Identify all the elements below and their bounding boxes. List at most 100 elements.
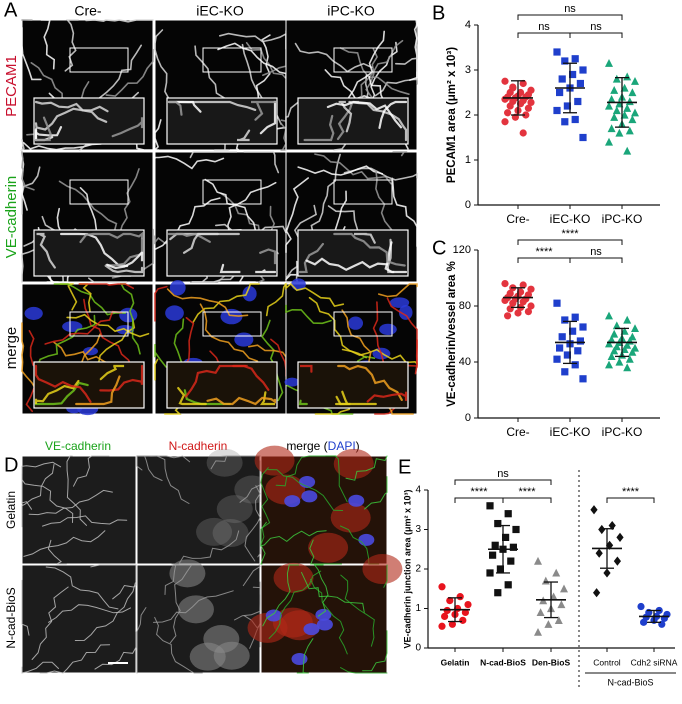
data-point bbox=[559, 75, 566, 82]
data-point bbox=[438, 623, 445, 630]
significance-label: ns bbox=[497, 468, 509, 480]
data-point bbox=[553, 356, 560, 363]
y-tick-label: 120 bbox=[453, 244, 471, 256]
nucleus bbox=[243, 286, 257, 301]
data-point bbox=[553, 107, 560, 114]
significance-bracket bbox=[518, 258, 570, 263]
y-tick-label: 2 bbox=[415, 564, 421, 575]
data-point bbox=[626, 97, 634, 105]
data-point bbox=[577, 337, 584, 344]
data-point bbox=[505, 581, 512, 588]
data-point bbox=[593, 588, 600, 597]
x-tick-label: Cre- bbox=[506, 212, 529, 226]
nucleus bbox=[234, 333, 253, 347]
nucleus bbox=[25, 307, 43, 320]
data-point bbox=[572, 314, 579, 321]
significance-bracket bbox=[518, 15, 622, 20]
x-tick-label: iEC-KO bbox=[550, 212, 591, 226]
x-tick-label: Control bbox=[593, 657, 621, 667]
y-tick-label: 80 bbox=[459, 300, 471, 312]
data-point bbox=[505, 510, 512, 517]
significance-label: **** bbox=[561, 228, 579, 240]
data-point bbox=[544, 620, 552, 628]
data-point bbox=[553, 48, 560, 55]
cell bbox=[213, 519, 249, 547]
data-point bbox=[489, 552, 496, 559]
data-point bbox=[534, 628, 542, 636]
significance-label: ns bbox=[564, 3, 576, 15]
inset bbox=[167, 362, 277, 408]
significance-bracket bbox=[570, 258, 622, 263]
significance-label: ns bbox=[538, 21, 550, 33]
significance-label: **** bbox=[622, 486, 640, 498]
data-point bbox=[537, 608, 545, 616]
y-axis-label: VE-cadherin/vessel area % bbox=[446, 261, 458, 407]
x-tick-label: N-cad-BioS bbox=[480, 657, 526, 667]
data-point bbox=[486, 569, 493, 576]
data-point bbox=[501, 78, 508, 85]
cell bbox=[274, 563, 314, 593]
data-point bbox=[628, 88, 636, 96]
data-point bbox=[486, 502, 493, 509]
nucleus bbox=[301, 490, 317, 502]
data-point bbox=[560, 585, 568, 593]
data-point bbox=[631, 109, 639, 117]
y-tick-label: 40 bbox=[459, 356, 471, 368]
nucleus bbox=[266, 610, 282, 622]
column-label: VE-cadherin bbox=[45, 439, 111, 453]
y-axis-label: PECAM1 area (μm² x 10³) bbox=[446, 47, 458, 183]
data-point bbox=[507, 305, 514, 312]
data-point bbox=[572, 116, 579, 123]
cell bbox=[255, 446, 295, 476]
significance-label: ns bbox=[590, 246, 602, 258]
data-point bbox=[494, 589, 501, 596]
data-point bbox=[525, 308, 532, 315]
y-tick-label: 3 bbox=[415, 524, 421, 535]
label-part: merge ( bbox=[286, 439, 327, 453]
cell bbox=[334, 449, 374, 479]
inset bbox=[34, 230, 144, 276]
nucleus bbox=[348, 316, 363, 329]
data-point bbox=[610, 113, 618, 121]
data-point bbox=[608, 124, 616, 132]
nucleus bbox=[292, 653, 308, 665]
data-point bbox=[605, 361, 613, 369]
micrograph bbox=[22, 456, 136, 564]
y-tick-label: 4 bbox=[465, 19, 471, 31]
y-tick-label: 2 bbox=[465, 109, 471, 121]
data-point bbox=[631, 77, 639, 85]
data-point bbox=[542, 577, 550, 585]
nucleus bbox=[379, 324, 397, 335]
x-tick-label: iEC-KO bbox=[550, 425, 591, 439]
data-point bbox=[553, 300, 560, 307]
panel-letter: A bbox=[4, 0, 18, 21]
data-point bbox=[492, 542, 499, 549]
data-point bbox=[631, 324, 639, 332]
column-label: iPC-KO bbox=[327, 3, 375, 19]
cell bbox=[178, 595, 214, 623]
column-label: Cre- bbox=[74, 3, 102, 19]
data-point bbox=[623, 73, 631, 81]
significance-bracket bbox=[570, 33, 622, 38]
significance-bracket bbox=[518, 240, 622, 245]
data-point bbox=[509, 84, 516, 91]
data-point bbox=[459, 617, 466, 624]
data-point bbox=[520, 129, 527, 136]
data-point bbox=[577, 80, 584, 87]
row-label: VE-cadherin bbox=[3, 176, 20, 259]
data-point bbox=[616, 533, 623, 542]
row-label: N-cad-BioS bbox=[4, 587, 18, 648]
cell bbox=[217, 495, 253, 523]
data-point bbox=[579, 134, 586, 141]
micrograph bbox=[22, 565, 136, 673]
data-point bbox=[572, 55, 579, 62]
data-point bbox=[552, 569, 560, 577]
data-point bbox=[623, 363, 631, 371]
cell bbox=[207, 449, 243, 477]
y-tick-label: 0 bbox=[415, 643, 421, 654]
panel-letter: E bbox=[398, 456, 411, 478]
column-label: iEC-KO bbox=[196, 3, 244, 19]
data-point bbox=[623, 104, 631, 112]
cell bbox=[203, 625, 239, 653]
